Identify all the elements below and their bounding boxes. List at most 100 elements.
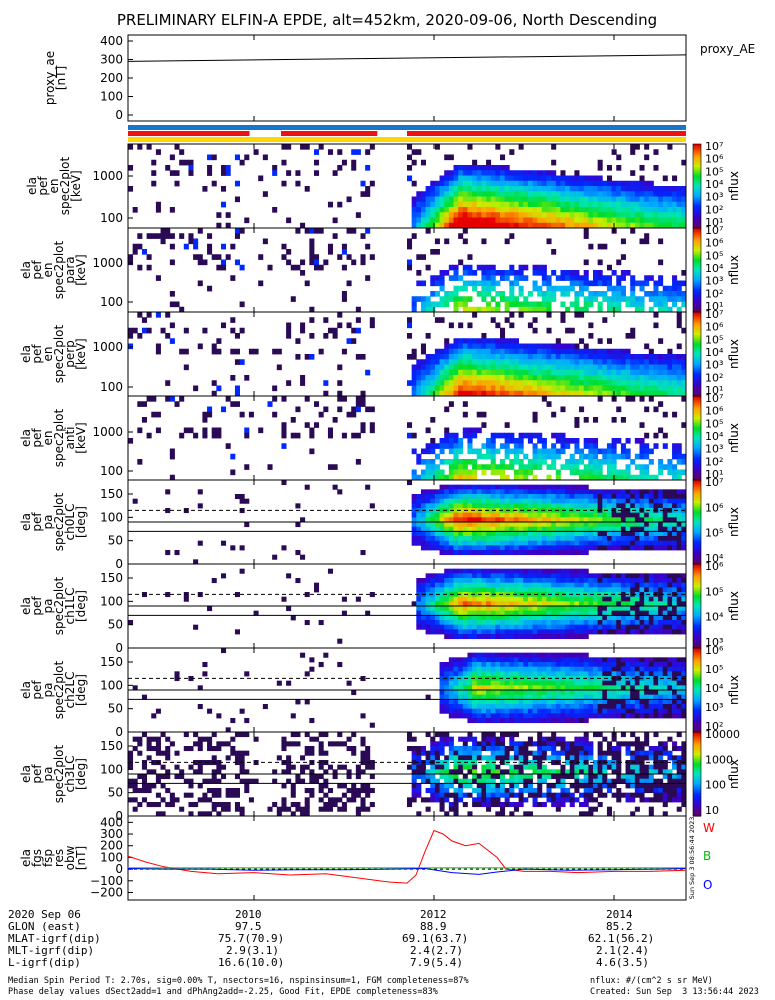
spectrogram-cell (337, 201, 343, 208)
spectrogram-cell (462, 671, 468, 677)
spectrogram-cell (606, 573, 612, 579)
spectrogram-cell (472, 489, 478, 495)
spectrogram-cell (672, 201, 678, 208)
spectrogram-cell (625, 596, 631, 602)
spectrogram-cell (658, 531, 664, 537)
spectrogram-cell (634, 354, 640, 360)
spectrogram-cell (295, 522, 301, 528)
spectrogram-cell (430, 629, 436, 635)
spectrogram-cell (462, 201, 468, 208)
spectrogram-cell (518, 517, 524, 523)
spectrogram-cell (518, 582, 524, 588)
spectrogram-cell (620, 671, 626, 677)
spectrogram-cell (569, 694, 575, 700)
spectrogram-cell (300, 270, 306, 276)
spectrogram-cell (467, 615, 473, 621)
colorbar-cell (693, 391, 701, 395)
spectrogram-cell (602, 657, 608, 663)
spectrogram-cell (681, 517, 687, 523)
spectrogram-cell (430, 180, 436, 187)
spectrogram-cell (658, 540, 664, 546)
spectrogram-cell (672, 469, 678, 476)
spectrogram-cell (537, 536, 543, 542)
spectrogram-cell (439, 531, 445, 537)
spectrogram-cell (509, 312, 515, 318)
spectrogram-cell (546, 620, 552, 626)
spectrogram-cell (244, 522, 250, 528)
spectrogram-cell (662, 629, 668, 635)
spectrogram-cell (574, 512, 580, 518)
spectrogram-cell (546, 531, 552, 537)
colorbar-cell (693, 150, 701, 153)
spectrogram-cell (448, 180, 454, 187)
spectrogram-cell (658, 427, 664, 434)
spectrogram-cell (309, 448, 315, 455)
spectrogram-cell (369, 254, 375, 260)
spectrogram-cell (425, 301, 431, 308)
spectrogram-cell (467, 573, 473, 579)
spectrogram-cell (630, 578, 636, 584)
spectrogram-cell (653, 494, 659, 500)
spectrogram-cell (667, 489, 673, 495)
spectrogram-cell (467, 517, 473, 523)
spectrogram-cell (527, 469, 533, 476)
spectrogram-cell (569, 369, 575, 376)
spectrogram-cell (551, 568, 557, 574)
spectrogram-cell (495, 375, 501, 381)
colorbar-cell (693, 704, 701, 708)
spectrogram-cell (588, 503, 594, 509)
spectrogram-cell (630, 606, 636, 612)
spectrogram-cell (448, 170, 454, 176)
spectrogram-cell (295, 578, 301, 584)
spectrogram-cell (569, 348, 575, 355)
spectrogram-cell (602, 671, 608, 677)
spectrogram-cell (555, 624, 561, 630)
spectrogram-cell (476, 291, 482, 297)
colorbar-cell (693, 421, 701, 424)
spectrogram-cell (648, 596, 654, 602)
colorbar-cell (693, 666, 701, 670)
spectrogram-cell (518, 610, 524, 616)
spectrogram-cell (234, 359, 240, 365)
spectrogram-cell (667, 348, 673, 355)
spectrogram-cell (430, 207, 436, 213)
spectrogram-cell (602, 280, 608, 287)
spectrogram-cell (676, 285, 682, 292)
spectrogram-cell (509, 713, 515, 719)
spectrogram-cell (369, 317, 375, 323)
spectrogram-cell (420, 606, 426, 612)
spectrogram-cell (239, 359, 245, 365)
spectrogram-cell (616, 610, 622, 616)
spectrogram-cell (407, 422, 413, 428)
spectrogram-cell (565, 531, 571, 537)
colorbar-cell (693, 356, 701, 359)
spectrogram-cell (541, 718, 547, 724)
spectrogram-cell (606, 364, 612, 371)
spectrogram-cell (430, 531, 436, 537)
spectrogram-cell (541, 280, 547, 287)
spectrogram-cell (272, 396, 278, 402)
spectrogram-cell (416, 296, 422, 302)
spectrogram-cell (239, 327, 245, 334)
spectrogram-cell (458, 390, 464, 397)
spectrogram-cell (444, 217, 450, 224)
spectrogram-cell (518, 662, 524, 668)
spectrogram-cell (532, 270, 538, 276)
spectrogram-cell (644, 545, 650, 551)
spectrogram-cell (527, 550, 533, 556)
spectrogram-cell (551, 578, 557, 584)
spectrogram-cell (518, 432, 524, 439)
spectrogram-cell (681, 390, 687, 397)
colorbar-cell (693, 774, 701, 777)
spectrogram-cell (523, 526, 529, 532)
spectrogram-cell (295, 228, 301, 234)
spectrogram-cell (462, 165, 468, 171)
spectrogram-cell (458, 207, 464, 213)
spectrogram-cell (476, 503, 482, 509)
spectrogram-cell (616, 629, 622, 635)
spectrogram-cell (458, 671, 464, 677)
spectrogram-cell (634, 144, 640, 150)
spectrogram-cell (151, 170, 157, 176)
spectrogram-cell (495, 629, 501, 635)
spectrogram-cell (453, 624, 459, 630)
